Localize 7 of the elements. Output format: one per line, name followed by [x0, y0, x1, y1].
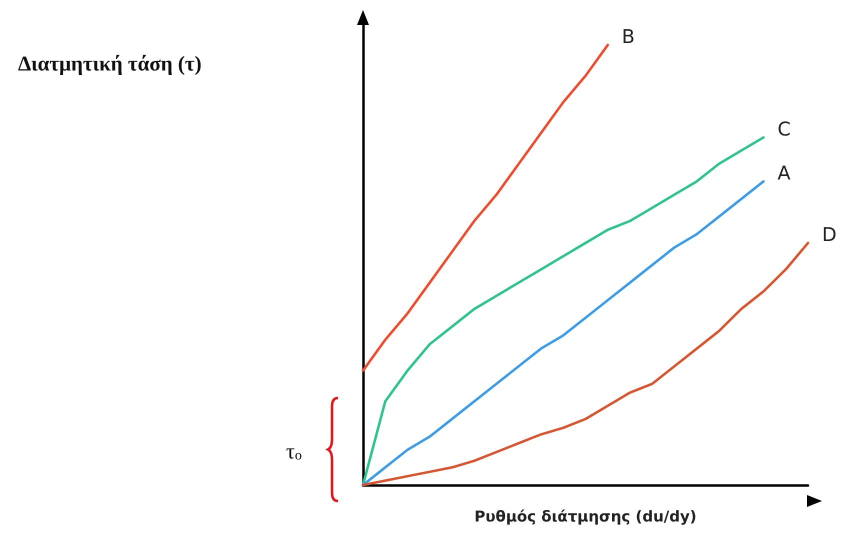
series-label: A: [778, 162, 790, 184]
text: Διατμητική τάση (τ): [18, 52, 202, 76]
series-label: D: [822, 224, 837, 246]
series-label: B: [622, 26, 635, 48]
text: τo: [286, 438, 302, 464]
series-label: C: [778, 118, 791, 140]
x-axis-title: Ρυθμός διάτμησης (du/dy): [474, 508, 697, 526]
